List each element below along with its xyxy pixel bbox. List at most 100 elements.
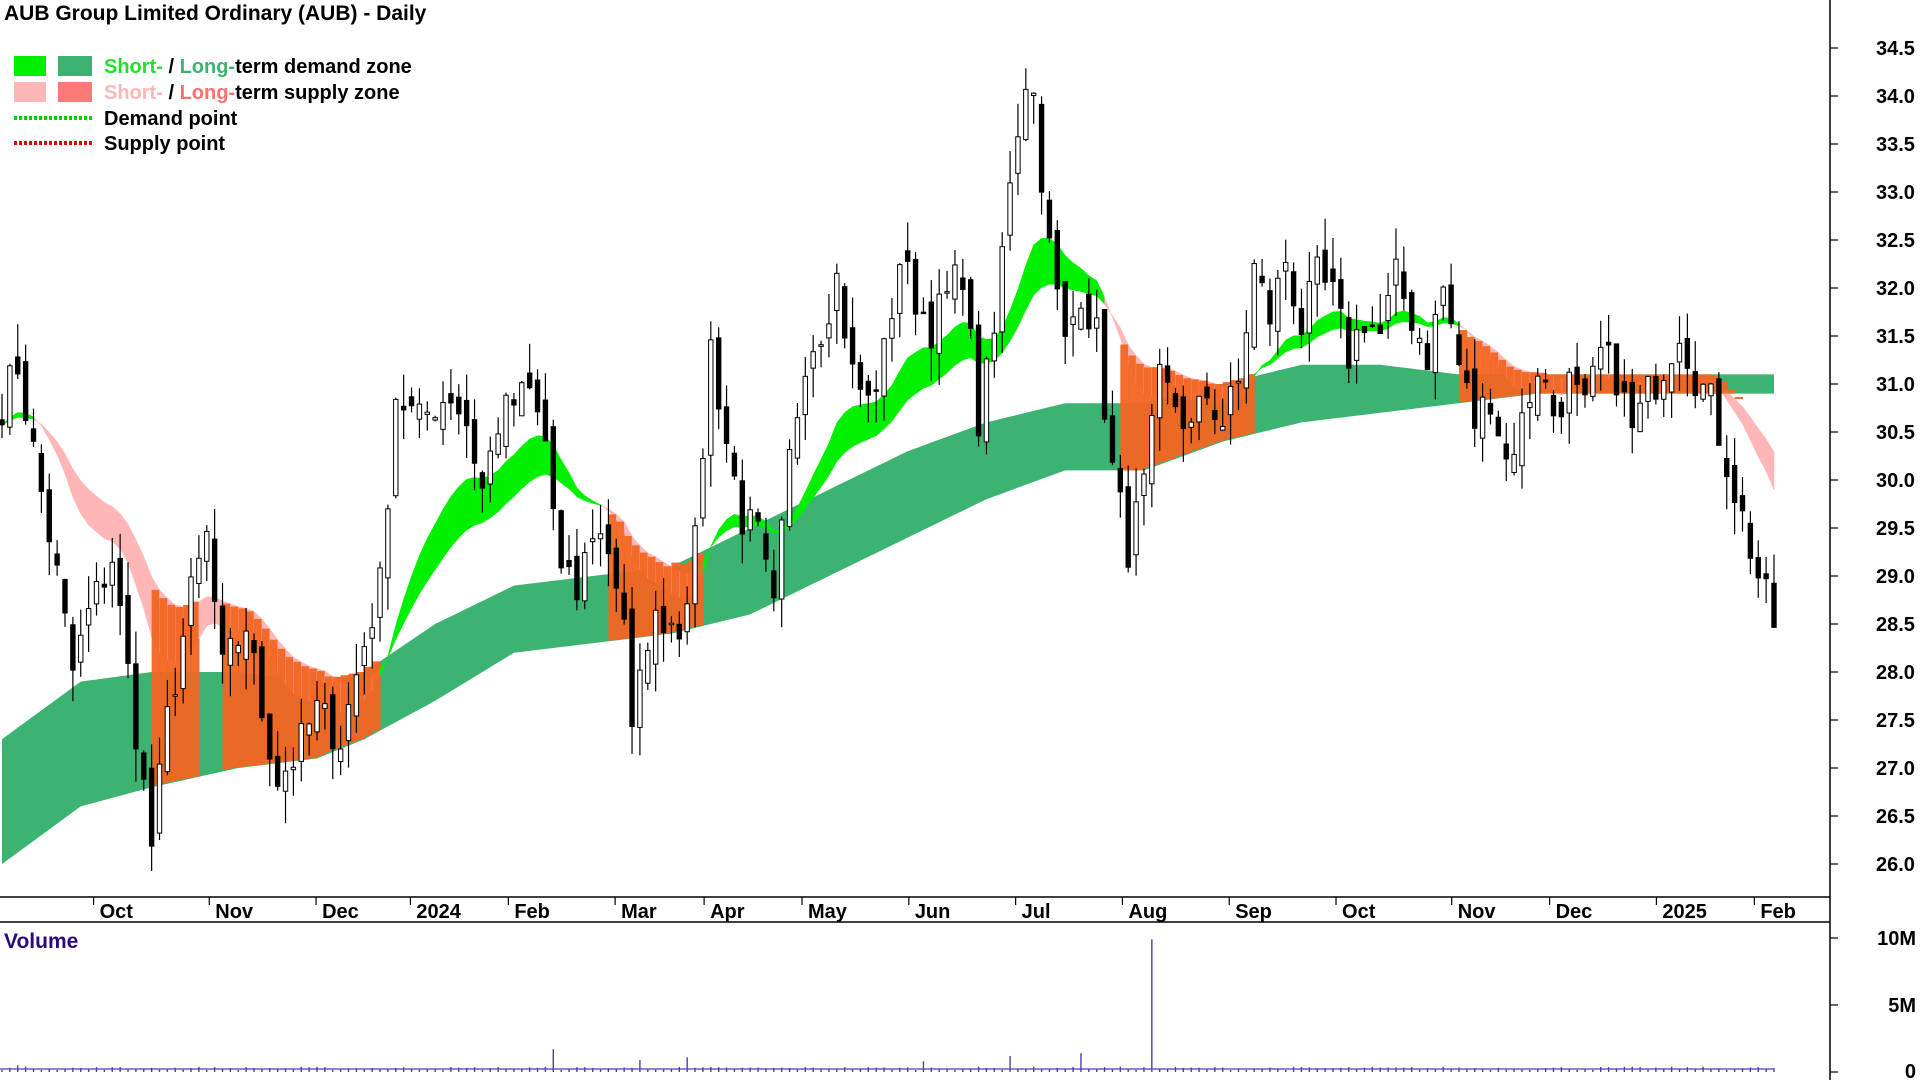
legend-item: Short- / Long-term supply zone (14, 82, 400, 104)
time-tick-label: Sep (1235, 901, 1272, 923)
candle (692, 517, 698, 628)
candle (873, 370, 879, 423)
overlap-supply-zone (1183, 378, 1192, 454)
overlap-supply-zone (356, 672, 365, 740)
overlap-supply-zone (1561, 374, 1570, 394)
overlap-supply-zone (254, 618, 263, 766)
overlap-supply-zone (1482, 346, 1492, 400)
long-term-zone-band (2, 364, 1774, 864)
overlap-supply-zone (1584, 374, 1594, 394)
candle (1094, 289, 1100, 352)
short-term-demand-zone (718, 518, 727, 538)
candle (676, 611, 682, 658)
candle (1030, 92, 1037, 124)
legend-item: Supply point (14, 133, 225, 155)
time-tick-label: Dec (322, 901, 359, 923)
overlap-supply-zone (639, 552, 649, 637)
candle (1086, 278, 1092, 339)
time-tick-label: Oct (1342, 901, 1376, 923)
short-term-supply-zone (80, 479, 89, 526)
price-tick-label: 27.0 (1876, 758, 1915, 780)
candle (1629, 368, 1635, 454)
candle (1393, 228, 1399, 316)
time-tick-label: Jun (915, 901, 951, 923)
overlap-supply-zone (1687, 374, 1696, 394)
candle (534, 369, 541, 426)
candle (542, 373, 549, 442)
candle (1117, 454, 1124, 518)
candle (267, 713, 273, 787)
overlap-supply-zone (1577, 374, 1586, 394)
short-term-supply-zone (1757, 427, 1767, 472)
candle (1724, 435, 1730, 510)
candle (605, 499, 612, 587)
candle (22, 344, 29, 425)
candle (243, 607, 249, 690)
candle (1212, 389, 1218, 435)
candle (1046, 191, 1053, 243)
candle (1542, 369, 1549, 389)
candle (975, 310, 982, 447)
candle (519, 380, 525, 417)
candle (582, 542, 588, 610)
short-term-demand-zone (434, 509, 444, 571)
short-term-demand-zone (584, 495, 593, 504)
volume-tick-label: 0 (1905, 1061, 1916, 1080)
overlap-supply-zone (191, 601, 200, 777)
candle (1275, 270, 1281, 356)
candle (810, 335, 816, 398)
short-term-demand-zone (576, 487, 586, 502)
candle (1172, 387, 1179, 413)
candle (1361, 326, 1368, 343)
overlap-supply-zone (1167, 370, 1177, 459)
candle (1038, 96, 1045, 215)
candle (1637, 385, 1643, 433)
candle (1739, 477, 1746, 532)
overlap-supply-zone (616, 521, 625, 640)
short-term-demand-zone (899, 356, 908, 412)
candle (1377, 293, 1383, 335)
candle (54, 540, 60, 576)
overlap-supply-zone (679, 564, 688, 630)
candle (46, 473, 52, 576)
candle (849, 297, 856, 389)
candle (1605, 314, 1612, 374)
volume-tick-label: 5M (1888, 995, 1916, 1017)
short-term-demand-zone (1025, 244, 1034, 311)
time-tick-label: Aug (1128, 901, 1167, 923)
candle (1590, 357, 1596, 402)
short-term-demand-zone (1096, 280, 1105, 306)
candle (818, 340, 824, 368)
candle (1062, 281, 1068, 365)
overlap-supply-zone (1545, 374, 1555, 394)
price-tick-label: 34.5 (1876, 38, 1915, 60)
volume-bars (0, 939, 1775, 1072)
candle (1503, 423, 1509, 482)
overlap-supply-zone (608, 514, 617, 641)
candle (369, 603, 375, 669)
candle (1078, 302, 1084, 331)
candle (306, 722, 312, 756)
candle (1424, 330, 1431, 371)
short-term-demand-zone (403, 576, 412, 624)
candle (1566, 367, 1572, 444)
candle (109, 537, 115, 608)
candle (1251, 259, 1257, 351)
candle (1416, 328, 1423, 355)
price-tick-label: 31.0 (1876, 374, 1915, 396)
overlap-supply-zone (1600, 374, 1610, 394)
legend-swatch-long (58, 56, 92, 76)
short-term-demand-zone (419, 538, 428, 595)
candle (1653, 363, 1659, 405)
short-term-demand-zone (1277, 339, 1286, 360)
overlap-supply-zone (647, 556, 657, 636)
candle (794, 403, 801, 465)
short-term-supply-zone (1765, 438, 1775, 491)
short-term-demand-zone (1017, 265, 1027, 327)
candle (93, 562, 100, 616)
candle (393, 397, 399, 499)
overlap-supply-zone (1474, 341, 1484, 401)
short-term-supply-zone (72, 468, 82, 514)
candle (1314, 245, 1320, 317)
